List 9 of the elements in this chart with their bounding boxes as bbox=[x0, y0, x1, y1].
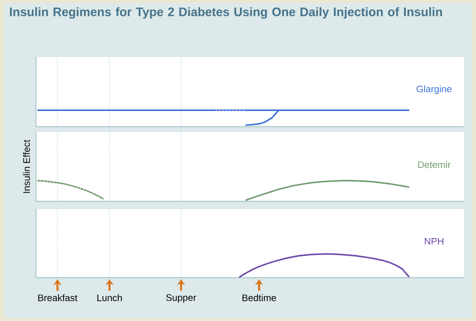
x-tick-label: Breakfast bbox=[38, 294, 78, 302]
y-axis-title: Insulin Effect bbox=[22, 140, 30, 193]
chart-title: Insulin Regimens for Type 2 Diabetes Using One Daily Injection of Insulin bbox=[10, 7, 442, 19]
x-tick-label: Lunch bbox=[97, 294, 122, 302]
x-tick-label: Bedtime bbox=[242, 294, 276, 302]
text: NPH bbox=[424, 238, 444, 245]
x-tick-label: Supper bbox=[166, 294, 196, 303]
text: Glargine bbox=[416, 85, 452, 94]
text: Detemir bbox=[418, 161, 450, 168]
